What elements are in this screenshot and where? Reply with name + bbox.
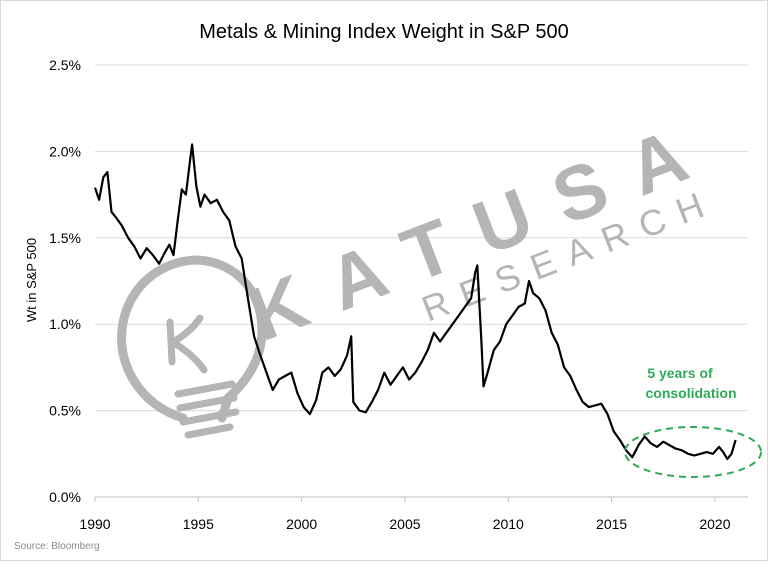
x-tick-labels: 1990 1995 2000 2005 2010 2015 2020	[79, 516, 730, 532]
annotation-line1: 5 years of	[647, 365, 713, 381]
katusa-bulb-logo	[117, 255, 267, 439]
y-tick-label: 1.0%	[49, 316, 81, 332]
y-tick-label: 0.0%	[49, 489, 81, 505]
x-tick-label: 2015	[596, 516, 627, 532]
y-tick-label: 1.5%	[49, 230, 81, 246]
y-tick-label: 2.5%	[49, 57, 81, 73]
x-tick-label: 2010	[493, 516, 524, 532]
series-line	[93, 143, 737, 461]
y-axis-label: Wt in S&P 500	[24, 238, 39, 322]
x-tick-label: 2005	[389, 516, 420, 532]
y-tick-label: 2.0%	[49, 143, 81, 159]
y-tick-label: 0.5%	[49, 403, 81, 419]
source-note: Source: Bloomberg	[14, 541, 100, 552]
consolidation-ellipse	[624, 426, 762, 478]
chart-title: Metals & Mining Index Weight in S&P 500	[199, 21, 568, 43]
annotation-line2: consolidation	[646, 385, 737, 401]
grid-layer	[94, 64, 748, 502]
x-tick-label: 2020	[699, 516, 730, 532]
y-tick-labels: 0.0% 0.5% 1.0% 1.5% 2.0% 2.5%	[49, 57, 81, 505]
x-tick-label: 2000	[286, 516, 317, 532]
x-tick-label: 1995	[183, 516, 214, 532]
x-tick-label: 1990	[79, 516, 110, 532]
